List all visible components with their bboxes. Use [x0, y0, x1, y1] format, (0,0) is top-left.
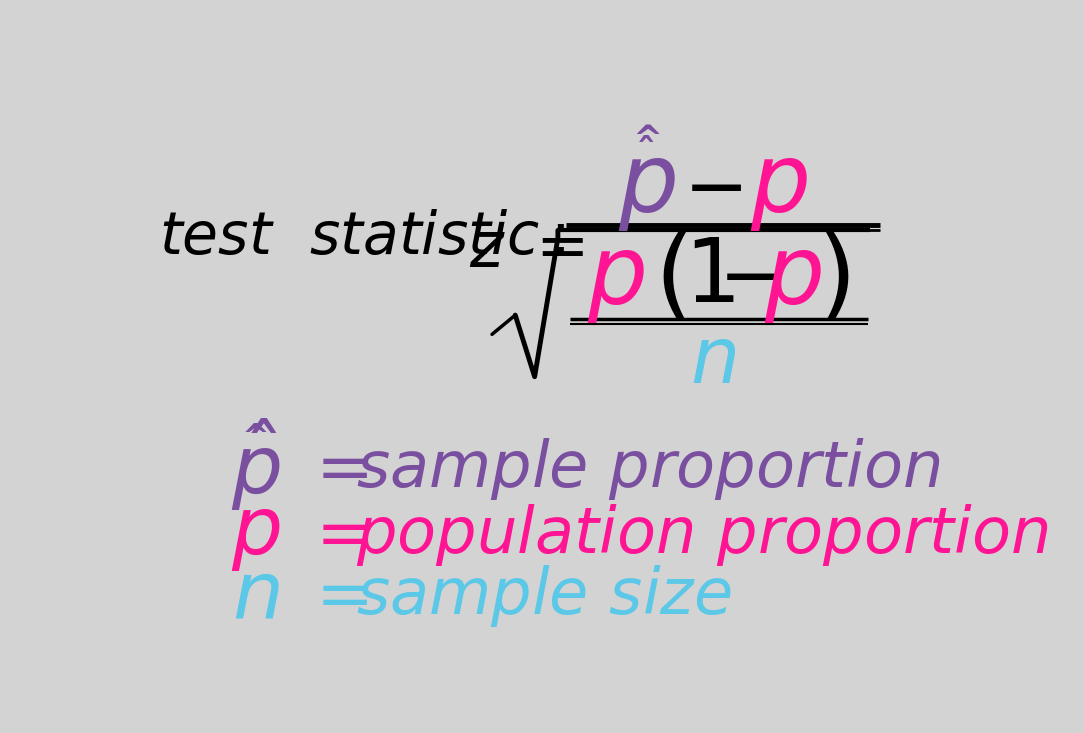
Text: $z\ =$: $z\ =$: [468, 219, 584, 281]
Text: ^: ^: [632, 123, 662, 158]
Text: $p$: $p$: [764, 235, 822, 325]
Text: $\mathit{sample\ proportion}$: $\mathit{sample\ proportion}$: [357, 436, 941, 502]
Text: $\mathbf{\hat{}}$: $\mathbf{\hat{}}$: [638, 116, 655, 152]
Text: ^: ^: [242, 421, 270, 454]
Text: $1$: $1$: [684, 233, 734, 320]
Text: $=$: $=$: [302, 501, 369, 568]
Text: $\hat{p}$: $\hat{p}$: [231, 417, 281, 513]
Text: $n$: $n$: [232, 557, 280, 635]
Text: $p$: $p$: [750, 143, 808, 233]
Text: $=$: $=$: [302, 436, 369, 502]
Text: $)$: $)$: [817, 233, 849, 328]
Text: $n$: $n$: [689, 323, 736, 399]
Text: $p$: $p$: [588, 235, 645, 325]
Text: $p$: $p$: [231, 496, 281, 573]
Text: $=$: $=$: [302, 563, 369, 630]
Text: $p$: $p$: [618, 143, 676, 233]
Text: $-$: $-$: [719, 239, 777, 314]
Text: $\mathit{test\ \ statistic}$$:$: $\mathit{test\ \ statistic}$$:$: [158, 210, 565, 266]
Text: $-$: $-$: [683, 150, 743, 226]
Text: $($: $($: [654, 233, 687, 328]
Text: $\mathit{population\ proportion}$: $\mathit{population\ proportion}$: [357, 501, 1049, 567]
Text: $\mathit{sample\ size}$: $\mathit{sample\ size}$: [357, 563, 733, 629]
